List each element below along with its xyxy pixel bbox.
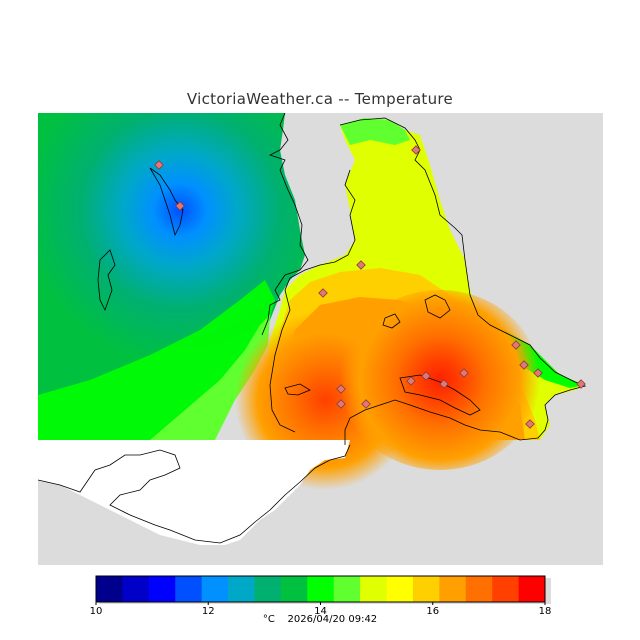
station-marker[interactable]: [525, 419, 535, 429]
station-marker[interactable]: [576, 379, 586, 389]
station-marker[interactable]: [459, 368, 469, 378]
legend-band: [254, 576, 282, 602]
peninsula-east: [399, 374, 481, 416]
station-marker[interactable]: [439, 379, 449, 389]
small-island-4: [382, 313, 401, 329]
legend-tick-label: 16: [426, 606, 439, 617]
west-coastline: [261, 113, 309, 336]
legend-tick-label: 14: [314, 606, 327, 617]
small-island-2: [97, 249, 116, 312]
station-marker[interactable]: [361, 399, 371, 409]
legend-bands: [96, 576, 546, 602]
legend-band: [307, 576, 335, 602]
legend-band: [201, 576, 229, 602]
station-marker[interactable]: [154, 160, 164, 170]
island-green-north: [340, 118, 410, 145]
station-marker[interactable]: [519, 360, 529, 370]
small-island-5: [284, 383, 311, 396]
legend-band: [412, 576, 440, 602]
station-marker[interactable]: [356, 260, 366, 270]
legend-tick-label: 12: [202, 606, 215, 617]
legend-band: [122, 576, 150, 602]
island-coastline: [269, 117, 587, 445]
legend-band: [518, 576, 546, 602]
legend-band: [333, 576, 361, 602]
station-marker[interactable]: [511, 340, 521, 350]
legend-band: [148, 576, 176, 602]
legend-ticks: 10 12 14 16 18: [90, 602, 552, 617]
legend-band: [96, 576, 123, 602]
south-land: [38, 440, 350, 545]
station-marker[interactable]: [175, 201, 185, 211]
warm-spot-east: [340, 290, 540, 470]
legend-timestamp: 2026/04/20 09:42: [287, 614, 378, 625]
station-marker[interactable]: [411, 145, 421, 155]
station-marker[interactable]: [318, 288, 328, 298]
map-title: VictoriaWeather.ca -- Temperature: [186, 90, 454, 108]
legend-footer: °C 2026/04/20 09:42: [0, 614, 640, 625]
station-marker[interactable]: [406, 376, 416, 386]
legend-band: [492, 576, 520, 602]
small-island-1: [149, 167, 184, 237]
station-marker[interactable]: [421, 371, 431, 381]
west-green-band: [38, 280, 275, 440]
legend-band: [228, 576, 255, 602]
station-marker[interactable]: [336, 384, 346, 394]
legend-band: [465, 576, 493, 602]
legend-band: [280, 576, 308, 602]
legend-band: [439, 576, 467, 602]
map-frame: [38, 113, 603, 565]
legend-tick-label: 10: [90, 606, 103, 617]
legend-tick-label: 18: [539, 606, 552, 617]
weather-stations: [154, 145, 586, 429]
station-marker[interactable]: [533, 368, 543, 378]
legend-unit: °C: [262, 614, 275, 625]
legend-band: [175, 576, 203, 602]
legend-band: [386, 576, 414, 602]
station-marker[interactable]: [336, 399, 346, 409]
small-island-3: [424, 294, 451, 319]
legend-band: [360, 576, 388, 602]
south-land-outline: [38, 444, 351, 544]
